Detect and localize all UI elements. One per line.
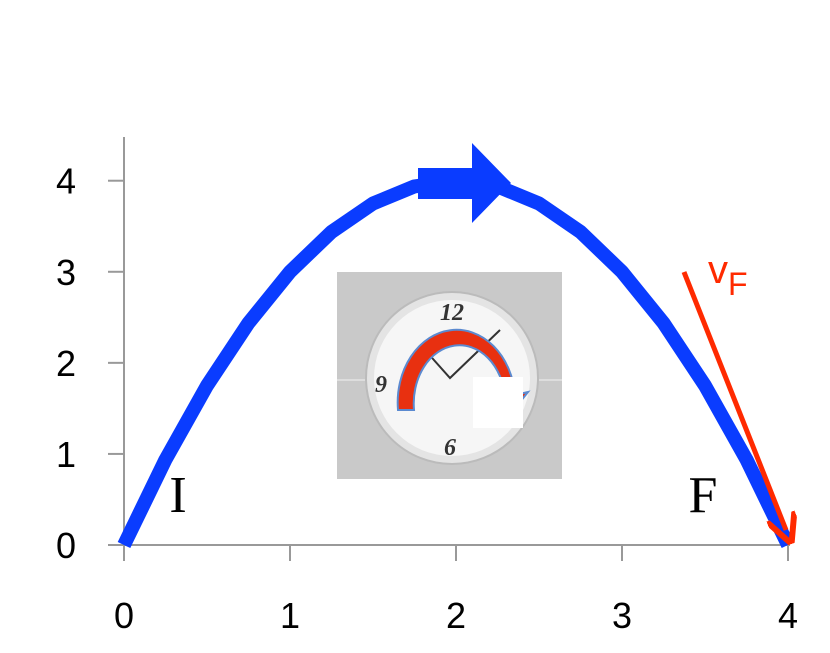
clock-number: 6 <box>444 435 456 461</box>
end-label: F <box>689 467 718 524</box>
x-tick-label: 1 <box>280 595 300 636</box>
clock-icon: 12 9 6 <box>337 272 562 479</box>
y-tick-label: 1 <box>56 434 76 475</box>
clock-patch <box>473 377 523 428</box>
velocity-label: vF <box>708 248 748 302</box>
start-label: I <box>169 467 186 524</box>
x-tick-label: 0 <box>114 595 134 636</box>
y-tick-label: 4 <box>56 161 76 202</box>
x-tick-label: 3 <box>612 595 632 636</box>
clock-number: 12 <box>440 300 464 326</box>
velocity-subscript: F <box>728 266 748 302</box>
clock-number: 9 <box>375 372 387 398</box>
velocity-vector <box>681 271 786 530</box>
y-tick-label: 0 <box>56 525 76 566</box>
direction-arrow <box>418 143 511 223</box>
y-tick-label: 2 <box>56 343 76 384</box>
velocity-symbol: v <box>708 248 728 292</box>
x-tick-label: 4 <box>778 595 798 636</box>
y-tick-label: 3 <box>56 252 76 293</box>
x-tick-label: 2 <box>446 595 466 636</box>
